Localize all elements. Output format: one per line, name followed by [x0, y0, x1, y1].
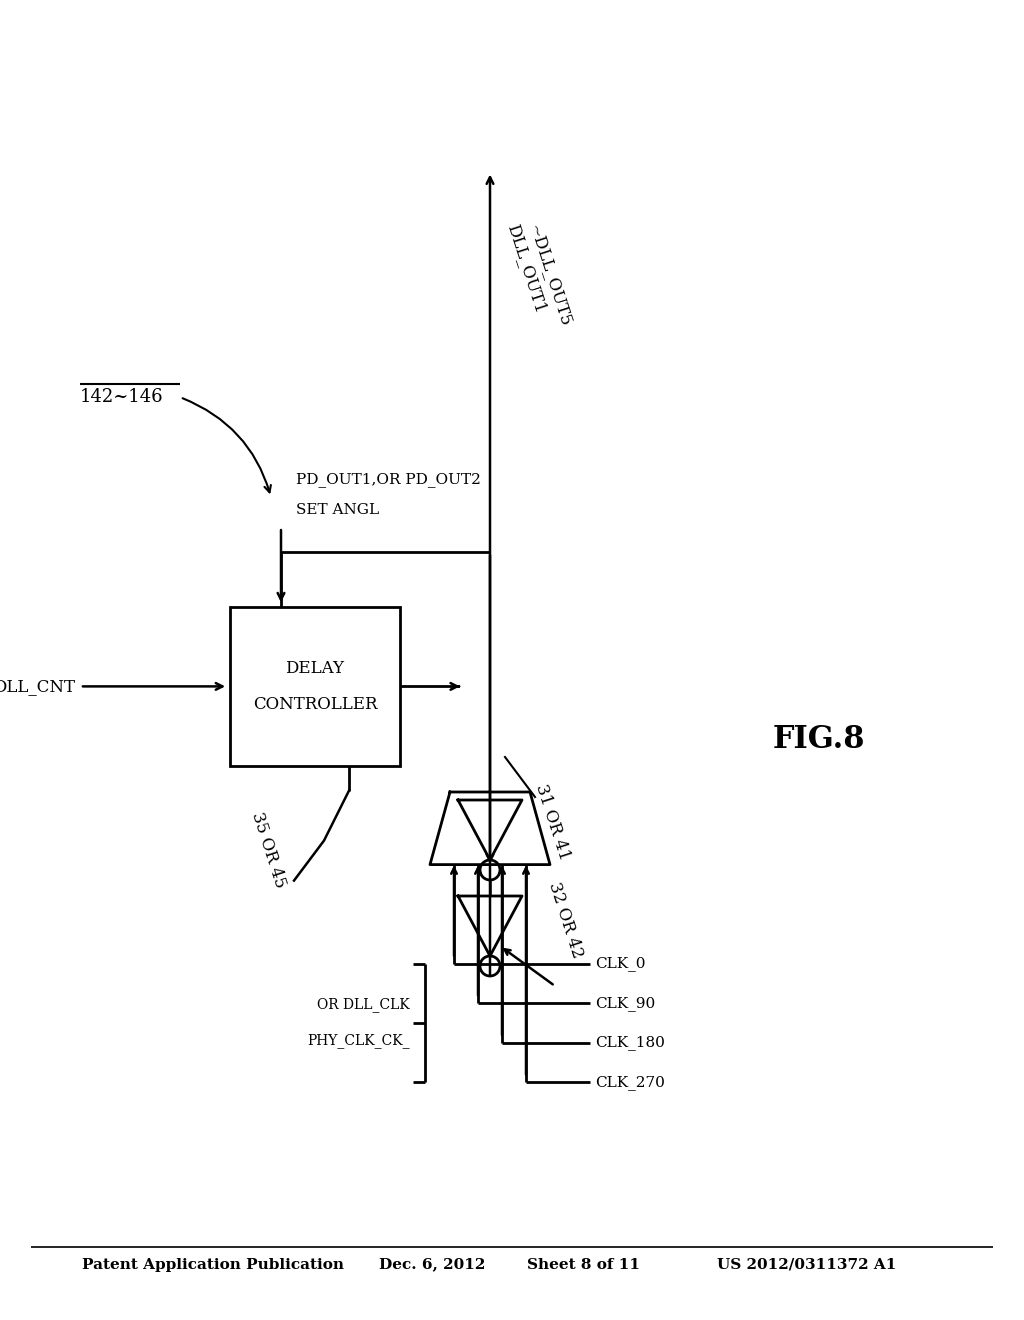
Text: ~DLL_OUT5: ~DLL_OUT5 — [525, 222, 574, 329]
FancyBboxPatch shape — [230, 607, 400, 766]
Text: CLK_180: CLK_180 — [595, 1035, 665, 1051]
Text: DLL_OUT1: DLL_OUT1 — [504, 222, 549, 315]
Text: CLK_90: CLK_90 — [595, 995, 655, 1011]
Text: PHY_CLK_CK_: PHY_CLK_CK_ — [307, 1034, 410, 1048]
Text: CLK_270: CLK_270 — [595, 1074, 665, 1090]
Text: SET ANGL: SET ANGL — [296, 503, 379, 517]
Text: Dec. 6, 2012: Dec. 6, 2012 — [379, 1258, 485, 1271]
Text: Patent Application Publication: Patent Application Publication — [82, 1258, 344, 1271]
Text: 31 OR 41: 31 OR 41 — [532, 781, 572, 862]
Text: 32 OR 42: 32 OR 42 — [545, 880, 586, 961]
Text: 142~146: 142~146 — [80, 388, 164, 407]
Text: CLK_0: CLK_0 — [595, 956, 645, 972]
Text: CONTROLLER: CONTROLLER — [253, 696, 377, 713]
Text: DELAY: DELAY — [286, 660, 344, 677]
Text: 35 OR 45: 35 OR 45 — [249, 810, 289, 891]
Text: FIG.8: FIG.8 — [773, 723, 865, 755]
Text: Sheet 8 of 11: Sheet 8 of 11 — [527, 1258, 640, 1271]
Text: US 2012/0311372 A1: US 2012/0311372 A1 — [717, 1258, 896, 1271]
Text: OR DLL_CLK: OR DLL_CLK — [317, 998, 410, 1012]
Text: DLL_CNT: DLL_CNT — [0, 678, 75, 694]
Text: PD_OUT1,OR PD_OUT2: PD_OUT1,OR PD_OUT2 — [296, 473, 481, 487]
